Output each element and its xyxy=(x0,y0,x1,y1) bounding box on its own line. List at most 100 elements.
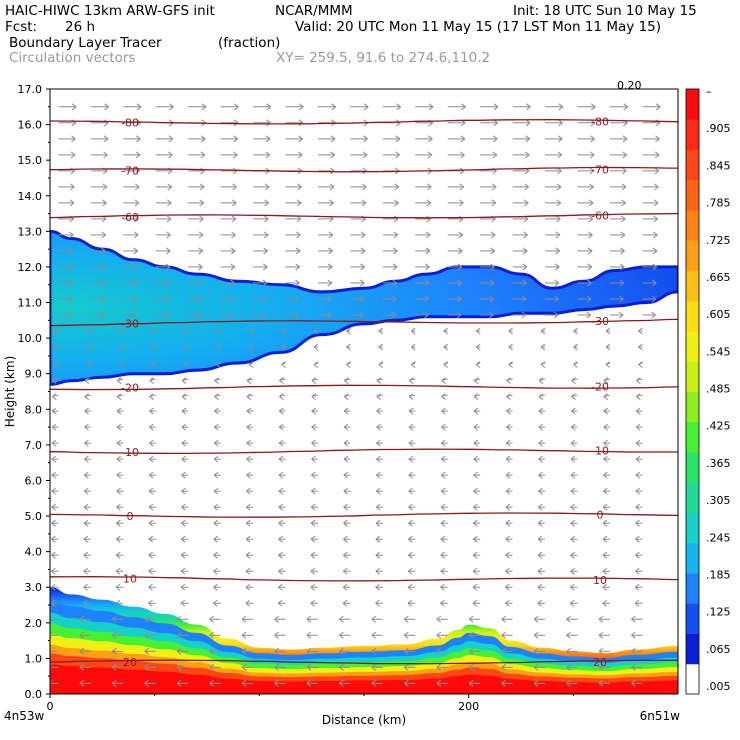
vector-arrow xyxy=(635,567,643,575)
vector-arrow xyxy=(382,183,400,191)
x-axis-label: Distance (km) xyxy=(322,713,406,727)
vector-arrow xyxy=(538,407,546,415)
vector-arrow xyxy=(415,135,433,143)
contour-line xyxy=(50,512,678,518)
vector-arrow xyxy=(148,519,156,527)
vector-arrow xyxy=(317,151,335,159)
vector-arrow xyxy=(285,119,304,127)
vector-arrow xyxy=(505,503,513,511)
vector-arrow xyxy=(382,311,397,319)
y-tick-label: 3.0 xyxy=(25,581,43,594)
x-tick-label: 200 xyxy=(458,700,479,713)
vector-arrow xyxy=(343,551,351,559)
vector-arrow xyxy=(79,647,91,655)
vector-arrow xyxy=(545,215,561,223)
vector-arrow xyxy=(188,279,203,287)
vector-arrow xyxy=(570,567,578,575)
vector-arrow xyxy=(123,263,138,271)
vector-arrow xyxy=(317,199,334,207)
vector-arrow xyxy=(148,535,156,543)
colorbar-segment xyxy=(686,179,699,211)
vector-arrow xyxy=(376,439,383,447)
vector-arrow xyxy=(245,535,254,543)
contour-label: 0 xyxy=(127,510,134,523)
vector-arrow xyxy=(209,631,221,639)
vector-arrow xyxy=(638,343,643,351)
circulation-vectors xyxy=(50,103,661,687)
vector-arrow xyxy=(253,151,271,159)
vector-arrow xyxy=(58,151,76,159)
vector-arrow xyxy=(375,567,383,575)
colorbar-segment xyxy=(686,270,699,302)
vector-arrow xyxy=(246,439,254,447)
vector-arrow xyxy=(501,615,513,623)
vector-arrow xyxy=(306,679,318,687)
vector-arrow xyxy=(188,103,207,111)
vector-arrow xyxy=(408,439,416,447)
vector-arrow xyxy=(148,503,156,511)
vector-arrow xyxy=(246,487,254,495)
vector-arrow xyxy=(343,519,351,527)
vector-arrow xyxy=(505,487,513,495)
vector-arrow xyxy=(634,583,643,591)
vector-arrow xyxy=(188,135,206,143)
vector-arrow xyxy=(533,631,546,639)
vector-arrow xyxy=(602,519,610,527)
contour-label: 0 xyxy=(597,509,604,522)
vector-arrow xyxy=(213,583,221,591)
vector-arrow xyxy=(83,567,91,575)
vector-arrow xyxy=(220,199,237,207)
vector-arrow xyxy=(436,663,448,671)
vector-arrow xyxy=(149,377,156,384)
vector-arrow xyxy=(410,361,416,368)
vector-arrow xyxy=(480,295,494,303)
vector-arrow xyxy=(281,343,286,351)
vector-arrow xyxy=(83,503,91,511)
vector-arrow xyxy=(533,679,546,687)
vector-field-name: Circulation vectors xyxy=(9,50,136,66)
vector-arrow xyxy=(505,519,513,527)
vector-arrow xyxy=(598,631,610,639)
colorbar-label: .665 xyxy=(706,271,731,284)
vector-arrow xyxy=(472,583,481,591)
vector-arrow xyxy=(111,631,124,639)
vector-arrow xyxy=(213,487,221,495)
upper-tracer-edge xyxy=(50,229,678,386)
vector-arrow xyxy=(473,439,481,447)
vector-arrow xyxy=(58,295,73,303)
vector-arrow xyxy=(609,103,629,111)
vector-arrow xyxy=(248,327,254,335)
vector-arrow xyxy=(220,311,235,319)
vector-arrow xyxy=(540,343,546,351)
vector-arrow xyxy=(371,647,383,655)
vector-arrow xyxy=(278,471,286,479)
vector-arrow xyxy=(475,327,481,335)
vector-arrow xyxy=(83,487,91,495)
vector-arrow xyxy=(123,247,139,255)
vector-arrow xyxy=(350,231,366,239)
vector-arrow xyxy=(183,327,189,335)
vector-arrow xyxy=(440,471,448,479)
vector-arrow xyxy=(440,503,448,511)
vector-arrow xyxy=(313,327,319,335)
vector-arrow xyxy=(501,663,513,671)
vector-arrow xyxy=(407,583,416,591)
vector-arrow xyxy=(339,663,351,671)
vector-arrow xyxy=(602,503,610,511)
vector-arrow xyxy=(440,519,448,527)
vector-arrow xyxy=(253,279,268,287)
vector-arrow xyxy=(505,471,513,479)
vector-arrow xyxy=(538,423,546,431)
contour-label: -10 xyxy=(591,444,609,457)
colorbar-segment xyxy=(686,633,699,665)
vector-arrow xyxy=(408,377,416,384)
vector-arrow xyxy=(375,487,383,495)
vector-arrow xyxy=(609,247,625,255)
vector-arrow xyxy=(118,343,124,351)
vector-arrow xyxy=(181,487,189,495)
vector-arrow xyxy=(343,503,351,511)
colorbar-segment xyxy=(686,452,699,483)
vector-arrow xyxy=(508,327,513,335)
vector-arrow xyxy=(253,103,272,111)
vector-arrow xyxy=(375,599,383,607)
